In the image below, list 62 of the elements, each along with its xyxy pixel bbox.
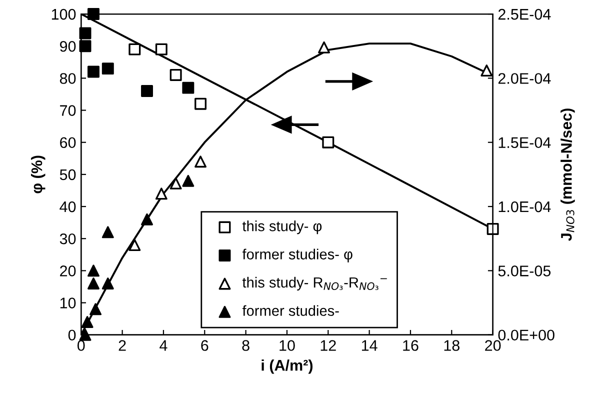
point bbox=[155, 43, 168, 56]
x-tick-label: 2 bbox=[118, 340, 126, 351]
point bbox=[182, 174, 194, 187]
point bbox=[90, 303, 102, 316]
point bbox=[81, 316, 94, 328]
y-axis-title: φ (%) bbox=[30, 156, 46, 194]
y-tick-label: 10 bbox=[60, 298, 76, 308]
point bbox=[170, 177, 182, 190]
legend-label: former studies- bbox=[242, 305, 339, 316]
point bbox=[318, 41, 330, 54]
x-tick-label: 10 bbox=[280, 340, 295, 351]
point bbox=[182, 82, 194, 94]
point bbox=[480, 64, 493, 76]
point bbox=[128, 43, 141, 56]
y-tick-label: 40 bbox=[60, 201, 76, 212]
y2-tick-label: 0.0E+00 bbox=[498, 330, 554, 341]
point bbox=[88, 66, 100, 78]
point bbox=[194, 98, 207, 110]
point bbox=[102, 226, 114, 238]
y2-tick-label: 2.5E-04 bbox=[498, 8, 551, 20]
y-tick-label: 100 bbox=[52, 8, 76, 20]
y-tick-label: 60 bbox=[60, 137, 76, 148]
y-tick-label: 0 bbox=[68, 330, 76, 341]
x-tick-label: 20 bbox=[485, 340, 501, 351]
point bbox=[155, 188, 168, 200]
legend-label: this study- φ bbox=[242, 220, 322, 234]
point bbox=[88, 8, 100, 20]
point bbox=[322, 136, 334, 148]
x-tick-label: 6 bbox=[201, 340, 208, 351]
point bbox=[79, 328, 92, 341]
legend-label: this study- R$_{NO₃}$-R$_{NO₃}$$^{−}$ bbox=[242, 276, 387, 290]
y-tick-label: 30 bbox=[60, 233, 76, 244]
x-tick-label: 12 bbox=[320, 340, 336, 351]
point bbox=[486, 222, 499, 235]
point bbox=[102, 62, 114, 75]
y2-tick-label: 1.0E-04 bbox=[498, 201, 551, 212]
y-tick-label: 90 bbox=[60, 40, 76, 52]
y2-tick-label: 1.5E-04 bbox=[498, 137, 551, 148]
point bbox=[194, 156, 207, 168]
x-tick-label: 18 bbox=[444, 340, 460, 351]
y2-tick-label: 2.0E-04 bbox=[498, 73, 551, 84]
point bbox=[128, 239, 141, 251]
legend-label: former studies- φ bbox=[242, 248, 352, 262]
y2-tick-label: 5.0E-05 bbox=[498, 266, 551, 276]
x-tick-label: 8 bbox=[242, 340, 250, 351]
point bbox=[141, 85, 153, 98]
point bbox=[88, 264, 100, 277]
y2-axis-title: J$_{NO3}$ (mmol-N/sec) bbox=[560, 108, 575, 241]
point bbox=[88, 278, 100, 290]
x-tick-label: 4 bbox=[160, 340, 168, 351]
point bbox=[102, 278, 114, 290]
x-tick-label: 16 bbox=[403, 340, 418, 351]
y-tick-label: 70 bbox=[60, 105, 76, 116]
x-tick-label: 0 bbox=[77, 340, 85, 351]
y-tick-label: 80 bbox=[60, 73, 76, 84]
point bbox=[170, 69, 182, 81]
x-tick-label: 14 bbox=[362, 340, 378, 351]
point bbox=[79, 40, 92, 52]
x-axis-title: i (A/m²) bbox=[262, 359, 313, 374]
y-tick-label: 50 bbox=[60, 169, 76, 180]
point bbox=[141, 213, 153, 226]
y-tick-label: 20 bbox=[60, 266, 76, 276]
